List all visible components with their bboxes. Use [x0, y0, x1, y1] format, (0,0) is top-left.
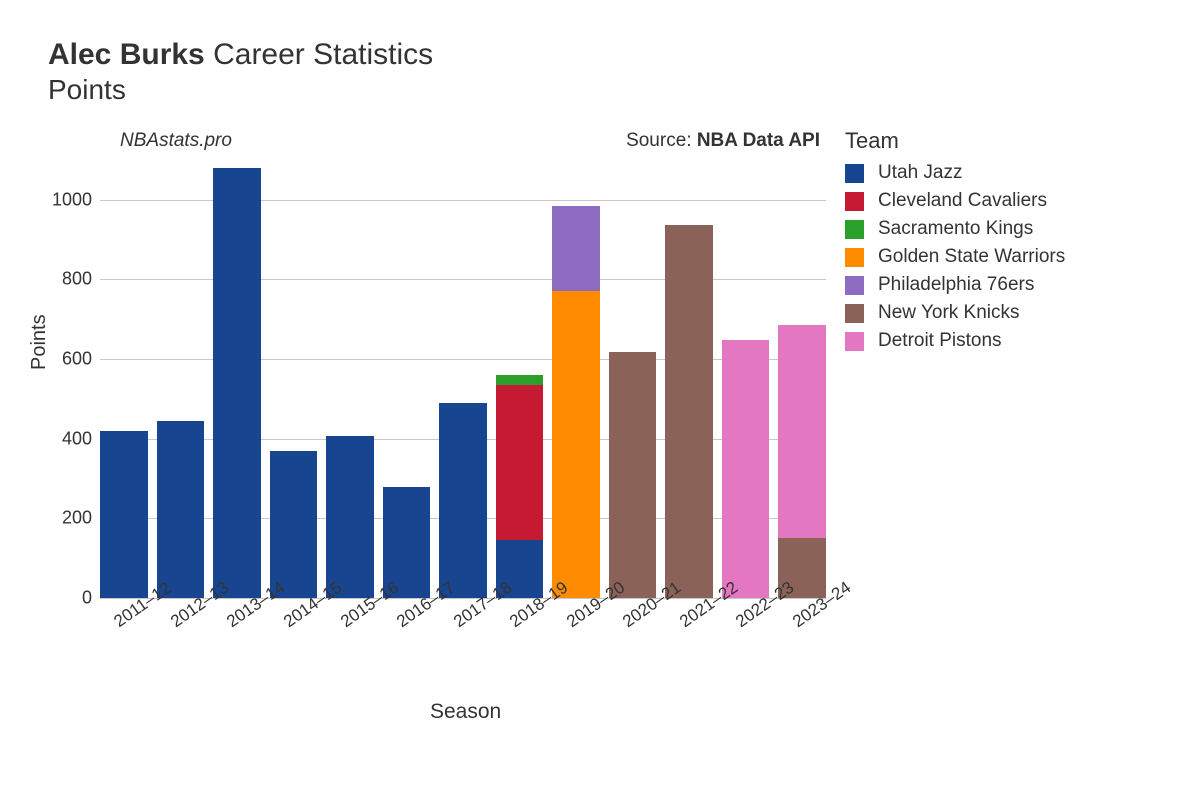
legend-label: Golden State Warriors — [878, 246, 1065, 268]
legend-item-utah: Utah Jazz — [845, 162, 1065, 184]
player-name: Alec Burks — [48, 38, 205, 71]
bar-segment-utah — [326, 436, 374, 598]
chart-container: Alec Burks Career Statistics Points — [48, 38, 1168, 106]
bar-slot — [100, 168, 148, 598]
bar-segment-utah — [439, 403, 487, 598]
bar-slot — [157, 168, 205, 598]
bar-slot — [326, 168, 374, 598]
bar-stack — [326, 436, 374, 598]
bar-stack — [496, 375, 544, 598]
bar-segment-sac — [496, 375, 544, 385]
bars-layer — [100, 168, 826, 598]
bar-slot — [270, 168, 318, 598]
bar-stack — [270, 451, 318, 598]
legend-swatch — [845, 304, 864, 323]
bar-segment-utah — [270, 451, 318, 598]
x-axis-label: Season — [430, 700, 501, 724]
source-attribution: Source: NBA Data API — [626, 130, 820, 152]
chart-title-line-2: Points — [48, 74, 1168, 106]
y-tick-label: 800 — [52, 269, 92, 290]
plot-area — [100, 168, 826, 598]
bar-slot — [722, 168, 770, 598]
legend-item-nyk: New York Knicks — [845, 302, 1065, 324]
legend-swatch — [845, 276, 864, 295]
bar-segment-utah — [157, 421, 205, 598]
bar-stack — [722, 340, 770, 598]
bar-slot — [213, 168, 261, 598]
bar-segment-nyk — [609, 352, 657, 598]
bar-segment-det — [722, 340, 770, 598]
legend-label: New York Knicks — [878, 302, 1020, 324]
bar-segment-nyk — [665, 225, 713, 598]
bar-stack — [439, 403, 487, 598]
legend-swatch — [845, 332, 864, 351]
legend-label: Detroit Pistons — [878, 330, 1002, 352]
legend-title: Team — [845, 128, 1065, 154]
legend-label: Sacramento Kings — [878, 218, 1033, 240]
bar-segment-gsw — [552, 291, 600, 598]
legend-swatch — [845, 220, 864, 239]
bar-slot — [609, 168, 657, 598]
bar-segment-phi — [552, 206, 600, 292]
bar-stack — [665, 225, 713, 598]
legend-swatch — [845, 248, 864, 267]
y-axis-label: Points — [28, 314, 51, 370]
y-tick-label: 200 — [52, 508, 92, 529]
legend-label: Philadelphia 76ers — [878, 274, 1034, 296]
bar-slot — [552, 168, 600, 598]
y-tick-label: 400 — [52, 428, 92, 449]
source-prefix: Source: — [626, 130, 697, 151]
legend-item-sac: Sacramento Kings — [845, 218, 1065, 240]
bar-slot — [665, 168, 713, 598]
site-attribution: NBAstats.pro — [120, 130, 232, 152]
legend: Team Utah Jazz Cleveland Cavaliers Sacrame… — [845, 128, 1065, 358]
legend-label: Utah Jazz — [878, 162, 962, 184]
y-tick-label: 0 — [52, 588, 92, 609]
bar-stack — [609, 352, 657, 598]
bar-slot — [496, 168, 544, 598]
bar-slot — [778, 168, 826, 598]
legend-item-det: Detroit Pistons — [845, 330, 1065, 352]
bar-stack — [213, 168, 261, 598]
legend-items: Utah Jazz Cleveland Cavaliers Sacramento K… — [845, 162, 1065, 352]
chart-title-line-1: Alec Burks Career Statistics — [48, 38, 1168, 72]
bar-stack — [157, 421, 205, 598]
legend-item-cle: Cleveland Cavaliers — [845, 190, 1065, 212]
bar-segment-cle — [496, 385, 544, 540]
legend-item-phi: Philadelphia 76ers — [845, 274, 1065, 296]
legend-item-gsw: Golden State Warriors — [845, 246, 1065, 268]
bar-stack — [100, 431, 148, 598]
y-tick-label: 1000 — [52, 189, 92, 210]
bar-segment-utah — [100, 431, 148, 598]
bar-segment-det — [778, 325, 826, 538]
bar-stack — [778, 325, 826, 598]
bar-segment-utah — [213, 168, 261, 598]
title-suffix: Career Statistics — [213, 38, 433, 71]
bar-stack — [552, 206, 600, 598]
legend-swatch — [845, 192, 864, 211]
y-tick-label: 600 — [52, 349, 92, 370]
bar-slot — [439, 168, 487, 598]
legend-swatch — [845, 164, 864, 183]
legend-label: Cleveland Cavaliers — [878, 190, 1047, 212]
source-name: NBA Data API — [697, 130, 820, 151]
bar-slot — [383, 168, 431, 598]
